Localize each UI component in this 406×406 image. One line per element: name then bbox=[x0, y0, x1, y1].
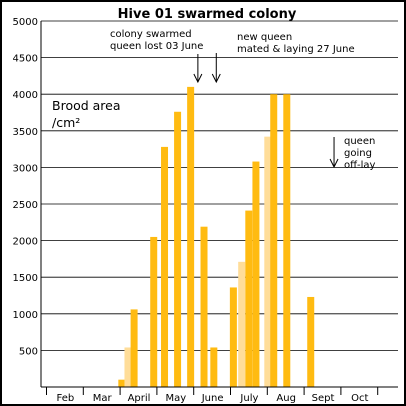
annotation-text: colony swarmed bbox=[110, 29, 192, 40]
x-tick-label: April bbox=[128, 393, 151, 404]
bar bbox=[130, 309, 138, 387]
y-tick-label: 3000 bbox=[13, 163, 38, 174]
y-axis-label: Brood area /cm² bbox=[52, 98, 121, 130]
bar bbox=[264, 136, 272, 387]
x-tick-label: Mar bbox=[93, 393, 113, 404]
y-tick-label: 1000 bbox=[13, 310, 38, 321]
y-axis-label-line1: Brood area bbox=[52, 98, 121, 113]
y-tick-label: 2000 bbox=[13, 237, 38, 248]
bar bbox=[150, 236, 158, 387]
x-tick-label: Aug bbox=[276, 393, 296, 404]
bar bbox=[252, 161, 260, 387]
bar bbox=[270, 94, 278, 387]
annotation-text: queen lost 03 June bbox=[110, 41, 203, 52]
y-tick-label: 5000 bbox=[13, 17, 38, 28]
x-tick-label: June bbox=[201, 393, 224, 404]
bars bbox=[118, 86, 315, 387]
bar bbox=[245, 210, 253, 387]
y-tick-label: 3500 bbox=[13, 127, 38, 138]
arrow-head bbox=[193, 73, 203, 84]
y-tick-label: 500 bbox=[19, 346, 38, 357]
x-tick-label: Oct bbox=[351, 393, 368, 404]
y-axis-label-line2: /cm² bbox=[52, 115, 80, 130]
bar bbox=[238, 261, 246, 387]
gridlines bbox=[41, 20, 398, 351]
bar bbox=[174, 111, 182, 387]
bar bbox=[187, 86, 195, 387]
y-tick-label: 4000 bbox=[13, 90, 38, 101]
annotation-text: off-lay bbox=[344, 160, 376, 171]
x-tick-label: July bbox=[239, 393, 258, 404]
bar bbox=[229, 287, 237, 387]
axes: 500 1000 1500 2000 2500 3000 3500 4000 4500 5000 F… bbox=[13, 17, 398, 404]
bar bbox=[283, 94, 291, 387]
bar bbox=[307, 296, 315, 387]
annotation-text: new queen bbox=[237, 32, 292, 43]
y-tick-label: 4500 bbox=[13, 54, 38, 65]
chart-title: Hive 01 swarmed colony bbox=[118, 7, 297, 22]
arrow-head bbox=[211, 73, 221, 84]
bar bbox=[210, 347, 218, 387]
bar bbox=[124, 347, 132, 387]
annotation-text: going bbox=[344, 148, 372, 159]
arrow-head bbox=[329, 158, 339, 169]
y-tick-label: 2500 bbox=[13, 200, 38, 211]
x-tick-label: Sept bbox=[312, 393, 335, 404]
bar bbox=[200, 226, 208, 387]
x-tick-label: May bbox=[165, 393, 186, 404]
annotation-text: queen bbox=[344, 136, 375, 147]
bar bbox=[118, 379, 126, 387]
bar bbox=[161, 146, 169, 387]
y-tick-label: 1500 bbox=[13, 273, 38, 284]
annotation-text: mated & laying 27 June bbox=[237, 44, 355, 55]
x-tick-label: Feb bbox=[57, 393, 75, 404]
